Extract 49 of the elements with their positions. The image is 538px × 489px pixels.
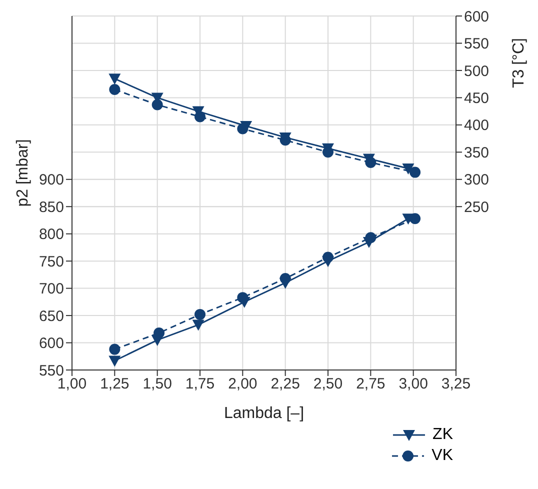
y-tick-label: 650 [38, 308, 64, 325]
y-tick-label: 600 [38, 335, 64, 352]
point [194, 111, 206, 122]
x-tick-label: 1,50 [142, 376, 172, 393]
y2-axis-title: T3 [°C] [510, 38, 528, 88]
point [109, 344, 120, 355]
point [280, 273, 291, 284]
x-tick-label: 3,25 [441, 376, 471, 393]
y-tick-label: 750 [38, 253, 64, 270]
y-tick-label: 800 [38, 226, 64, 244]
y2-tick-label: 450 [464, 90, 490, 108]
point [154, 327, 165, 338]
point [280, 134, 291, 146]
y2-tick-label: 400 [464, 117, 490, 134]
y-tick-label: 850 [38, 198, 64, 216]
point [192, 320, 204, 331]
y-axis-title: p2 [mbar] [14, 139, 32, 207]
point [365, 157, 376, 168]
point [410, 213, 421, 224]
x-tick-label: 2,75 [356, 376, 386, 393]
legend-label: ZK [432, 426, 453, 444]
point [322, 252, 334, 263]
point [108, 74, 121, 85]
point [237, 123, 248, 134]
x-tick-label: 2,50 [313, 376, 343, 393]
point [410, 166, 421, 178]
x-tick-label: 2,00 [228, 376, 258, 393]
point [237, 292, 248, 304]
x-tick-label: 2,25 [270, 376, 300, 393]
x-axis-title: Lambda [–] [224, 405, 304, 422]
y2-tick-label: 350 [464, 144, 490, 162]
x-tick-label: 3,00 [398, 376, 428, 393]
point [322, 146, 334, 158]
y-tick-label: 900 [38, 172, 64, 189]
x-tick-label: 1,75 [185, 376, 215, 393]
x-tick-label: 1,25 [100, 376, 130, 393]
legend-label: VK [432, 446, 453, 464]
y2-tick-label: 300 [464, 172, 490, 189]
y2-tick-label: 600 [464, 8, 490, 26]
point [194, 308, 206, 320]
y2-tick-label: 250 [464, 198, 490, 216]
point [365, 232, 376, 244]
y-tick-label: 700 [38, 280, 64, 298]
point [109, 84, 120, 96]
y2-tick-label: 500 [464, 62, 490, 80]
point [402, 163, 414, 174]
point [152, 99, 163, 110]
y2-tick-label: 550 [464, 36, 490, 53]
point [108, 356, 121, 367]
